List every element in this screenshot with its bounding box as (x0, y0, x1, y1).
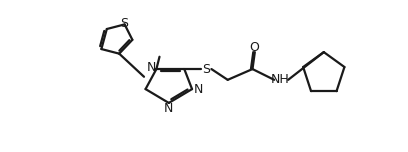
Text: N: N (164, 102, 173, 115)
Text: N: N (193, 83, 203, 96)
Text: S: S (202, 63, 210, 76)
Text: NH: NH (271, 73, 290, 86)
Text: O: O (249, 41, 259, 54)
Text: S: S (121, 17, 129, 30)
Text: N: N (147, 61, 156, 74)
